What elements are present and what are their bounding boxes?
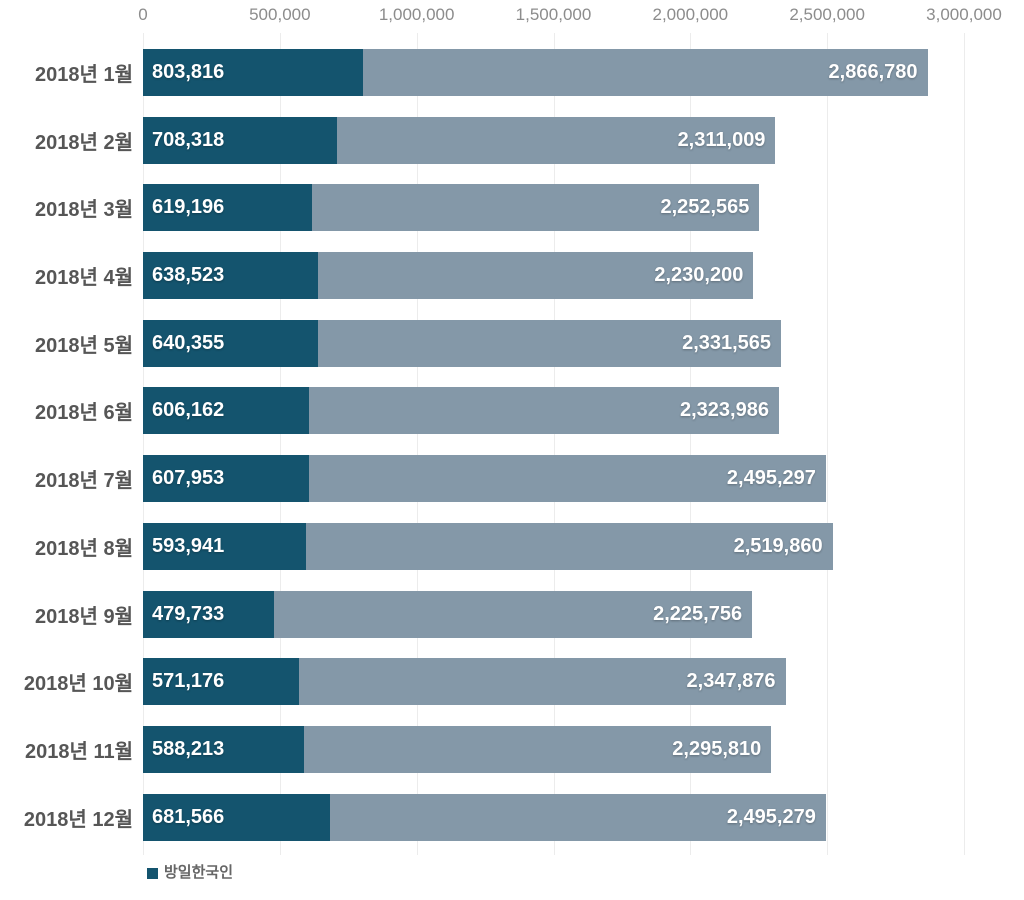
x-tick-label: 2,500,000 [789, 5, 865, 24]
category-label: 2018년 10월 [23, 673, 133, 696]
korean-visitors-bar: 607,953 [143, 455, 310, 503]
gridline [553, 33, 555, 855]
total-value-label: 2,495,279 [726, 805, 816, 828]
korean-value-label: 606,162 [152, 399, 225, 422]
legend-swatch-icon [147, 867, 158, 879]
total-value-label: 2,230,200 [654, 264, 744, 287]
x-tick-label: 2,000,000 [652, 5, 729, 24]
bar-area: 2,311,009 708,318 [143, 116, 964, 164]
gridline [143, 33, 144, 855]
korean-visitors-bar: 803,816 [143, 49, 363, 96]
gridline [827, 33, 829, 855]
total-value-label: 2,495,297 [726, 467, 816, 490]
category-label: 2018년 11월 [25, 740, 133, 763]
category-label: 2018년 7월 [35, 470, 133, 493]
bar-area: 2,866,780 803,816 [143, 49, 964, 96]
korean-visitors-bar: 571,176 [143, 658, 300, 706]
bar-area: 2,519,860 593,941 [143, 522, 964, 570]
total-value-label: 2,295,810 [672, 737, 762, 760]
category-label: 2018년 12월 [23, 808, 133, 831]
gridline [690, 33, 692, 855]
chart-rows: 2018년 1월 2,866,780 803,816 2018년 2월 2,311,00… [0, 49, 1024, 861]
total-value-label: 2,866,780 [828, 61, 918, 83]
x-axis: 0 500,000 1,000,000 1,500,000 2,000,000 2,500… [138, 2, 1002, 32]
chart-row: 2018년 4월 2,230,200 638,523 [0, 252, 1024, 300]
korean-value-label: 681,566 [152, 805, 225, 828]
korean-visitors-bar: 593,941 [143, 522, 306, 570]
korean-value-label: 607,953 [152, 467, 225, 490]
category-label: 2018년 3월 [35, 199, 133, 222]
bar-area: 2,495,297 607,953 [143, 455, 964, 503]
chart-row: 2018년 3월 2,252,565 619,196 [0, 184, 1024, 232]
chart-row: 2018년 8월 2,519,860 593,941 [0, 522, 1024, 570]
category-label: 2018년 8월 [35, 537, 133, 560]
chart-row: 2018년 12월 2,495,279 681,566 [0, 793, 1024, 841]
bar-area: 2,495,279 681,566 [143, 793, 964, 841]
total-value-label: 2,519,860 [733, 534, 823, 557]
total-value-label: 2,252,565 [660, 196, 750, 219]
korean-value-label: 588,213 [152, 737, 225, 760]
x-tick-label: 500,000 [249, 5, 311, 24]
x-tick-label: 0 [138, 5, 148, 24]
bar-area: 2,252,565 619,196 [143, 184, 964, 232]
bar-area: 2,295,810 588,213 [143, 725, 964, 773]
chart-row: 2018년 11월 2,295,810 588,213 [0, 725, 1024, 773]
gridline [279, 33, 281, 855]
korean-value-label: 619,196 [152, 196, 225, 219]
category-label: 2018년 1월 [35, 64, 133, 86]
category-label: 2018년 4월 [35, 267, 133, 290]
korean-value-label: 708,318 [152, 128, 225, 151]
korean-visitors-bar: 638,523 [143, 252, 318, 300]
bar-area: 2,347,876 571,176 [143, 658, 964, 706]
bar-area: 2,230,200 638,523 [143, 252, 964, 300]
chart-row: 2018년 7월 2,495,297 607,953 [0, 455, 1024, 503]
legend-label: 방일한국인 [164, 864, 234, 881]
bar-area: 2,225,756 479,733 [143, 590, 964, 638]
x-tick-label: 3,000,000 [926, 5, 1002, 24]
x-tick-label: 1,000,000 [378, 5, 455, 24]
korean-value-label: 640,355 [152, 331, 225, 354]
chart-row: 2018년 2월 2,311,009 708,318 [0, 116, 1024, 164]
chart-row: 2018년 6월 2,323,986 606,162 [0, 387, 1024, 435]
korean-visitors-bar: 619,196 [143, 184, 313, 232]
chart-row: 2018년 10월 2,347,876 571,176 [0, 658, 1024, 706]
total-value-label: 2,331,565 [682, 331, 772, 354]
korean-visitors-bar: 606,162 [143, 387, 309, 435]
total-value-label: 2,347,876 [686, 670, 776, 693]
korean-value-label: 571,176 [152, 670, 225, 693]
gridline [416, 33, 418, 855]
gridline [964, 33, 965, 855]
korean-visitors-bar: 681,566 [143, 793, 330, 841]
chart-row: 2018년 1월 2,866,780 803,816 [0, 49, 1024, 96]
chart-row: 2018년 5월 2,331,565 640,355 [0, 319, 1024, 367]
total-value-label: 2,311,009 [677, 128, 766, 151]
korean-value-label: 638,523 [152, 264, 225, 287]
category-label: 2018년 9월 [35, 605, 133, 628]
category-label: 2018년 5월 [35, 334, 133, 357]
gridlines [143, 33, 965, 855]
total-value-label: 2,225,756 [653, 602, 743, 625]
legend: 방일한국인 [147, 861, 233, 885]
total-value-label: 2,323,986 [680, 399, 769, 422]
korean-visitors-bar: 640,355 [143, 319, 319, 367]
x-tick-label: 1,500,000 [515, 5, 592, 24]
category-label: 2018년 2월 [35, 131, 133, 154]
category-label: 2018년 6월 [35, 402, 133, 425]
bar-area: 2,323,986 606,162 [143, 387, 964, 435]
korean-visitors-bar: 708,318 [143, 116, 337, 164]
korean-value-label: 803,816 [152, 61, 225, 83]
korean-visitors-bar: 588,213 [143, 725, 304, 773]
korean-value-label: 479,733 [152, 602, 225, 625]
korean-visitors-bar: 479,733 [143, 590, 275, 638]
korean-value-label: 593,941 [152, 534, 225, 557]
bar-area: 2,331,565 640,355 [143, 319, 964, 367]
chart-row: 2018년 9월 2,225,756 479,733 [0, 590, 1024, 638]
